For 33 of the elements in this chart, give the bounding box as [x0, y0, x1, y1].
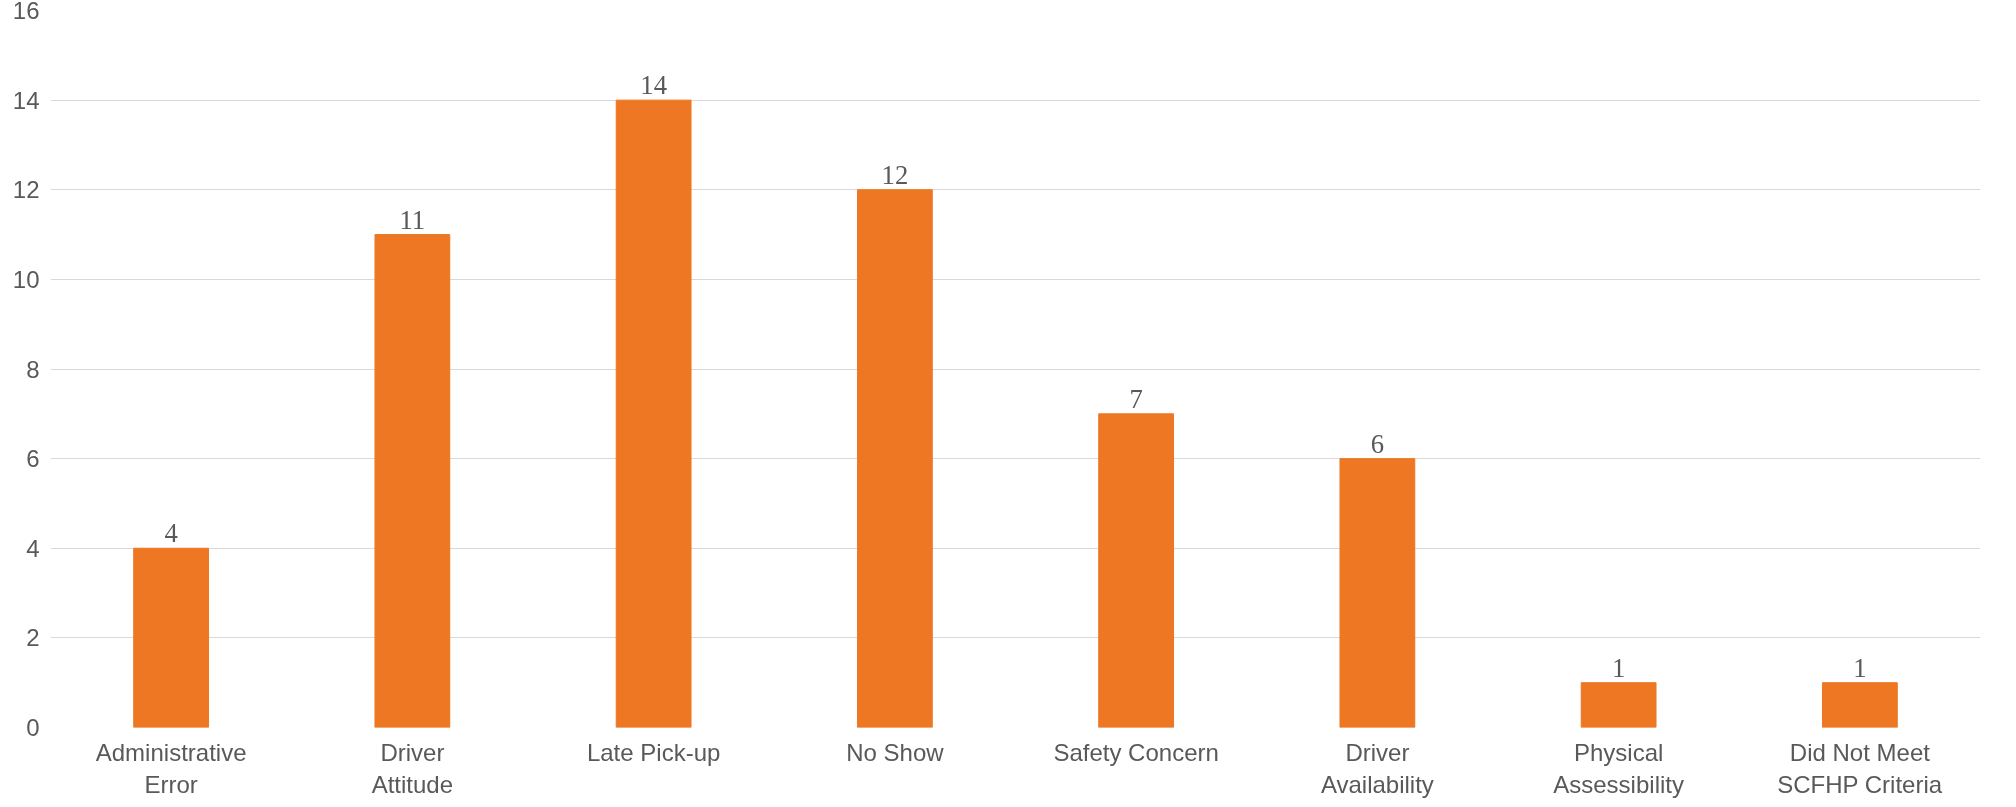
y-tick-label: 12 — [12, 176, 40, 204]
bar — [615, 99, 692, 728]
bar — [1821, 682, 1898, 728]
data-label: 7 — [1129, 383, 1143, 414]
data-label: 1 — [1853, 652, 1867, 683]
x-tick-label: Administrative Error — [95, 738, 247, 798]
bar — [374, 234, 451, 728]
y-tick-label: 0 — [26, 714, 40, 741]
x-tick-label: No Show — [846, 738, 945, 766]
data-label: 14 — [640, 70, 667, 101]
y-tick-label: 2 — [26, 624, 40, 652]
y-tick-label: 6 — [26, 445, 40, 473]
bar — [133, 547, 210, 728]
data-label: 12 — [881, 159, 909, 190]
y-tick-label: 14 — [12, 86, 40, 114]
data-label: 11 — [399, 204, 426, 235]
data-label: 1 — [1611, 652, 1626, 683]
x-tick-label: Safety Concern — [1053, 738, 1219, 766]
y-tick-label: 16 — [12, 0, 40, 24]
x-tick-label: Driver Availability — [1320, 738, 1434, 798]
x-tick-label: Driver Attitude — [371, 738, 454, 798]
data-label: 6 — [1370, 428, 1385, 459]
x-tick-label: Physical Assessibility — [1553, 738, 1684, 798]
bar — [1339, 458, 1416, 728]
y-tick-label: 10 — [12, 265, 40, 293]
y-tick-label: 8 — [26, 355, 40, 383]
data-label: 4 — [164, 518, 178, 549]
x-tick-label: Did Not Meet SCFHP Criteria — [1777, 738, 1943, 798]
bar — [856, 189, 933, 728]
bar — [1098, 413, 1175, 728]
y-tick-label: 4 — [26, 534, 40, 562]
x-tick-label: Late Pick-up — [586, 738, 721, 766]
bar — [1580, 682, 1657, 728]
